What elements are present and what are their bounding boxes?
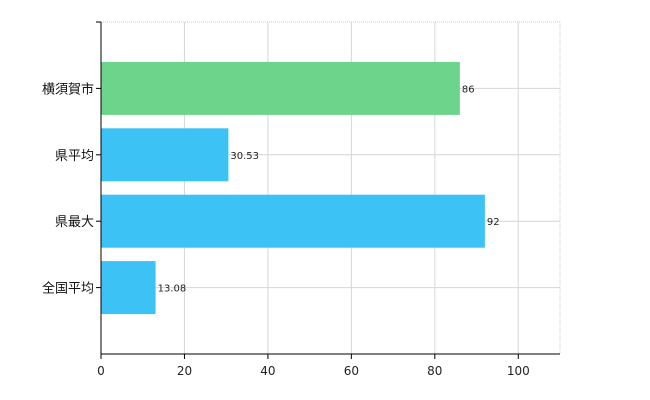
x-tick-label: 80 bbox=[427, 364, 442, 378]
category-label: 県最大 bbox=[55, 215, 94, 230]
axes bbox=[96, 21, 560, 359]
bar bbox=[101, 261, 156, 315]
category-label: 県平均 bbox=[55, 149, 94, 164]
bar bbox=[101, 61, 460, 115]
bar bbox=[101, 128, 229, 182]
bars bbox=[101, 61, 485, 315]
x-tick-label: 20 bbox=[177, 364, 192, 378]
x-tick-label: 100 bbox=[507, 364, 530, 378]
data-label: 92 bbox=[487, 217, 500, 228]
x-tick-label: 40 bbox=[260, 364, 275, 378]
x-tick-label: 0 bbox=[97, 364, 105, 378]
data-label: 86 bbox=[462, 84, 475, 95]
labels: 86 横須賀市 30.53 県平均 92 県最大 13.08 全国平均 0 20 40 60 80 100 bbox=[42, 81, 530, 378]
data-label: 30.53 bbox=[230, 151, 259, 162]
x-tick-label: 60 bbox=[344, 364, 359, 378]
category-label: 全国平均 bbox=[42, 281, 94, 297]
category-label: 横須賀市 bbox=[42, 81, 94, 97]
bar bbox=[101, 194, 485, 248]
data-label: 13.08 bbox=[158, 284, 187, 295]
